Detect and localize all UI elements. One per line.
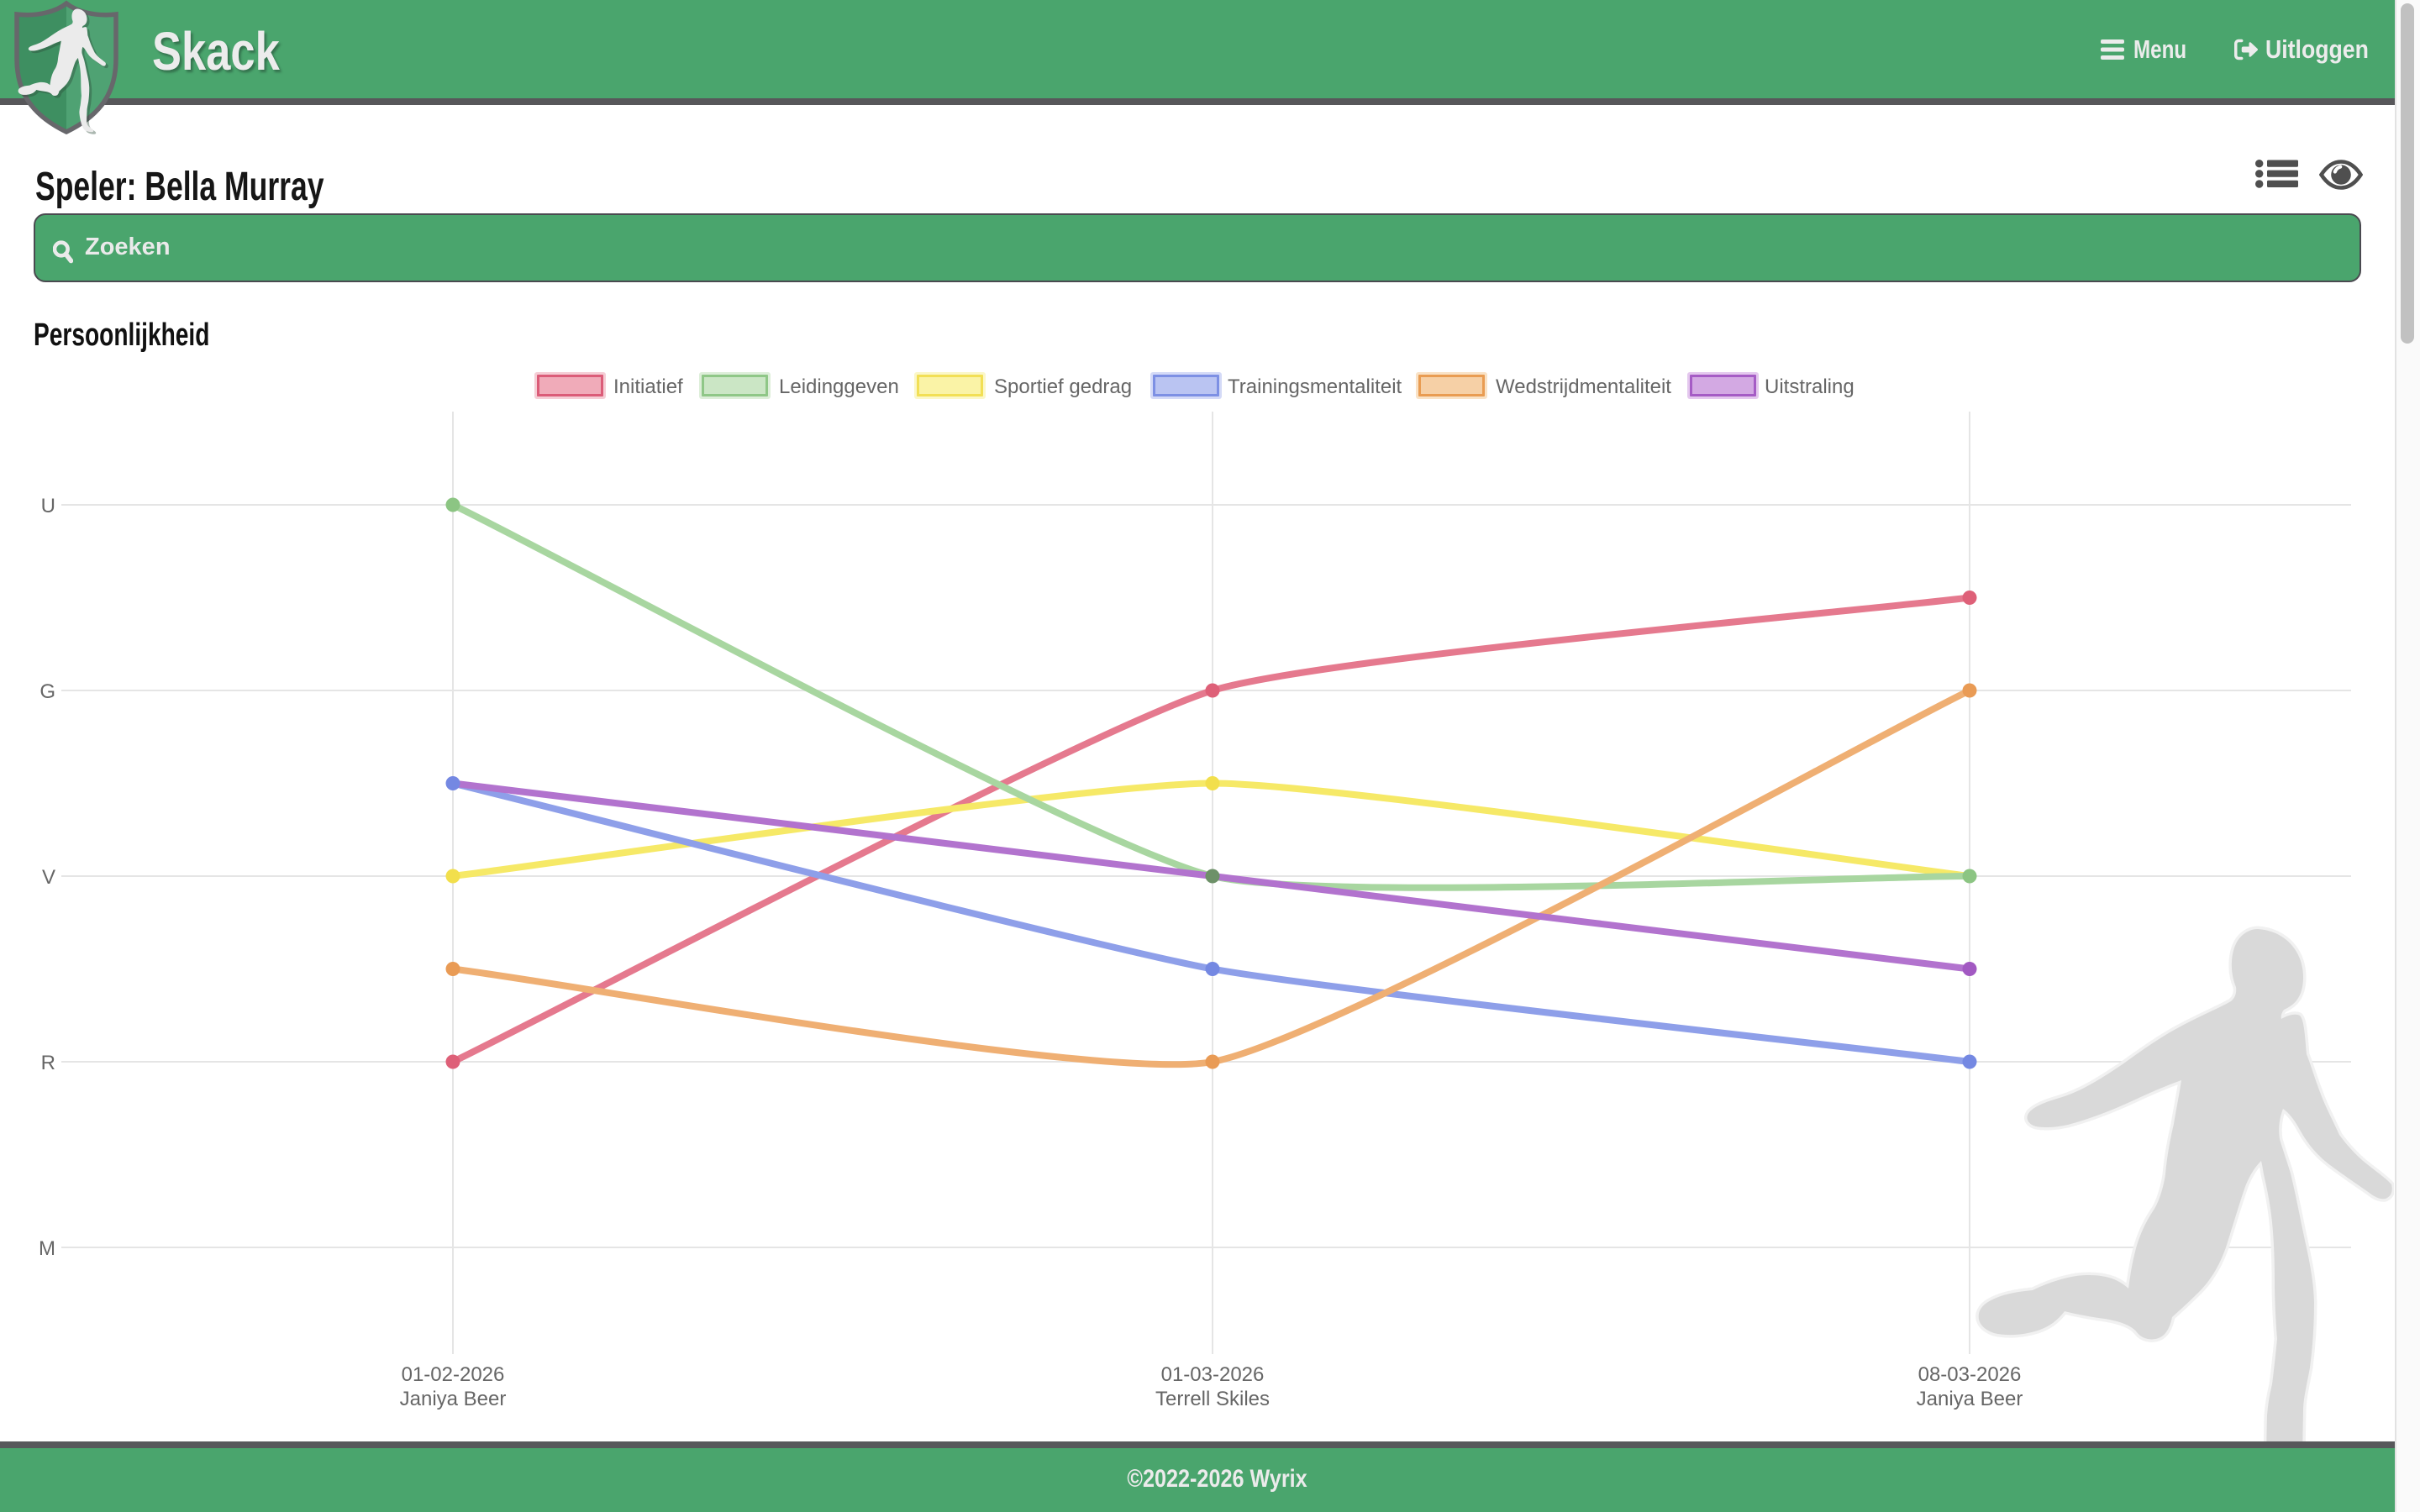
svg-text:G: G: [39, 680, 55, 703]
svg-text:R: R: [41, 1052, 55, 1074]
svg-text:V: V: [42, 866, 55, 889]
svg-text:Janiya Beer: Janiya Beer: [400, 1388, 507, 1410]
svg-text:Terrell Skiles: Terrell Skiles: [1155, 1388, 1270, 1410]
svg-text:Janiya Beer: Janiya Beer: [1917, 1388, 2023, 1410]
svg-text:01-02-2026: 01-02-2026: [402, 1363, 505, 1386]
svg-text:M: M: [39, 1237, 55, 1260]
svg-text:01-03-2026: 01-03-2026: [1161, 1363, 1265, 1386]
svg-text:U: U: [41, 495, 55, 517]
svg-text:08-03-2026: 08-03-2026: [1918, 1363, 2022, 1386]
